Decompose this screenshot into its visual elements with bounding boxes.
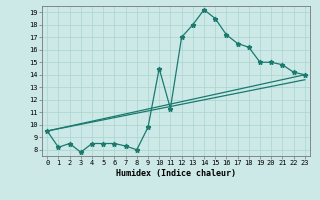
X-axis label: Humidex (Indice chaleur): Humidex (Indice chaleur) xyxy=(116,169,236,178)
